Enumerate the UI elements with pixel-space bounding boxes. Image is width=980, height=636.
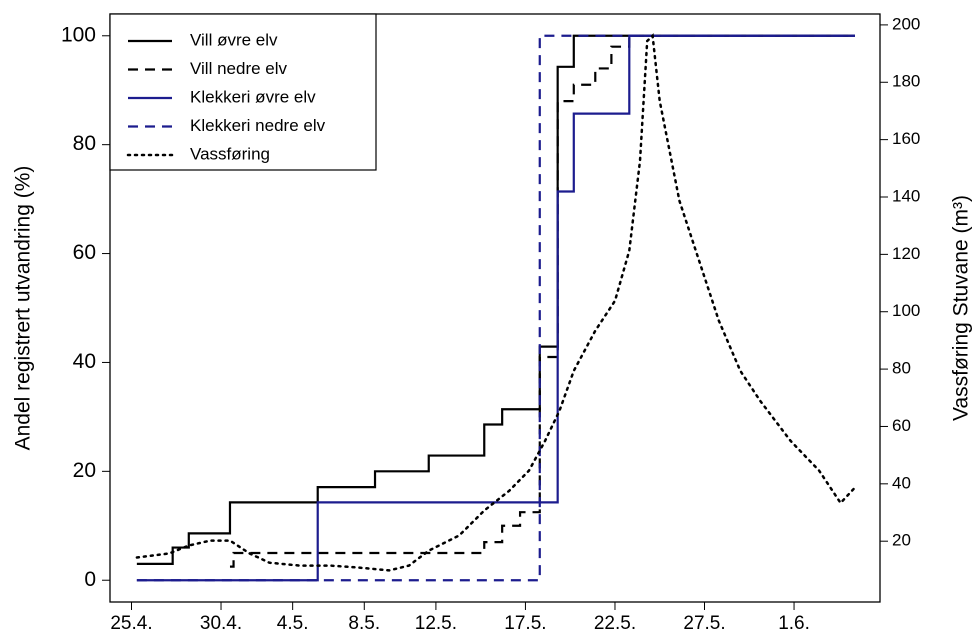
legend-label: Klekkeri øvre elv (190, 87, 316, 106)
y-tick-label: 80 (73, 132, 96, 155)
x-tick-label: 27.5. (683, 613, 725, 634)
y2-tick-label: 40 (892, 473, 911, 492)
legend-label: Vill øvre elv (190, 30, 278, 49)
x-tick-label: 25.4. (110, 613, 152, 634)
legend-label: Klekkeri nedre elv (190, 116, 326, 135)
y2-tick-label: 200 (892, 14, 920, 33)
legend-label: Vill nedre elv (190, 59, 288, 78)
plot-frame (109, 13, 881, 603)
x-tick-label: 30.4. (200, 613, 242, 634)
legend-label: Vassføring (190, 144, 270, 163)
x-tick-label: 22.5. (594, 613, 636, 634)
y-tick-label: 20 (73, 459, 96, 482)
y2-tick-label: 140 (892, 186, 920, 205)
x-tick-label: 8.5. (348, 613, 380, 634)
y2-tick-label: 120 (892, 244, 920, 263)
y-tick-label: 60 (73, 241, 96, 264)
y2-tick-label: 180 (892, 72, 920, 91)
series-line (135, 33, 857, 572)
y-tick-label: 40 (73, 350, 96, 373)
y2-tick-label: 60 (892, 416, 911, 435)
y2-tick-label: 100 (892, 301, 920, 320)
y-axis-label: Andel registrert utvandring (%) (12, 166, 35, 451)
y-tick-label: 100 (61, 23, 96, 46)
series-line (136, 34, 855, 582)
legend: Vill øvre elv Vill nedre elv Klekkeri øvre… (109, 13, 377, 171)
y2-tick-label: 20 (892, 531, 911, 550)
x-tick-label: 1.6. (778, 613, 810, 634)
y2-tick-label: 80 (892, 359, 911, 378)
x-tick-label: 12.5. (415, 613, 457, 634)
y2-axis-label: Vassføring Stuvane (m³) (950, 195, 973, 421)
series-line (229, 34, 855, 568)
x-tick-label: 17.5. (504, 613, 546, 634)
y2-tick-label: 160 (892, 129, 920, 148)
x-tick-label: 4.5. (277, 613, 309, 634)
y-tick-label: 0 (84, 568, 96, 591)
